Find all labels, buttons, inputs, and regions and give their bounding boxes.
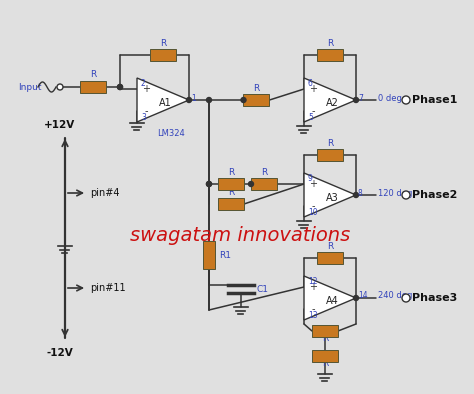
Text: 8: 8: [358, 188, 363, 197]
Circle shape: [402, 294, 410, 302]
Text: -: -: [311, 106, 315, 116]
Text: 3: 3: [141, 113, 146, 122]
Text: Input: Input: [18, 82, 42, 91]
Text: -: -: [144, 106, 148, 116]
Text: A1: A1: [159, 98, 172, 108]
Text: -: -: [311, 304, 315, 314]
Bar: [150, 49, 176, 61]
Text: 240 deg: 240 deg: [378, 292, 412, 301]
Text: pin#11: pin#11: [90, 283, 126, 293]
Text: 1: 1: [191, 93, 196, 102]
Text: 14: 14: [358, 292, 368, 301]
Polygon shape: [304, 173, 356, 217]
Text: R: R: [322, 359, 328, 368]
Text: -12V: -12V: [46, 348, 73, 358]
Text: R: R: [228, 168, 234, 177]
Text: +: +: [309, 179, 317, 189]
Circle shape: [354, 296, 358, 301]
Text: R: R: [261, 168, 267, 177]
Text: A3: A3: [326, 193, 338, 203]
Text: 6: 6: [308, 79, 313, 88]
Text: +12V: +12V: [45, 120, 76, 130]
Text: 9: 9: [308, 174, 313, 183]
Bar: [312, 325, 338, 337]
Text: A4: A4: [326, 296, 338, 306]
Bar: [203, 241, 215, 269]
Circle shape: [207, 97, 211, 102]
Text: R: R: [90, 70, 96, 79]
Text: R: R: [327, 39, 333, 48]
Polygon shape: [304, 276, 356, 320]
Text: 7: 7: [358, 93, 363, 102]
Text: 0 deg: 0 deg: [378, 93, 402, 102]
Text: R: R: [327, 139, 333, 148]
Text: Phase3: Phase3: [412, 293, 457, 303]
Text: R1: R1: [219, 251, 231, 260]
Text: 10: 10: [308, 208, 318, 217]
Polygon shape: [137, 78, 189, 122]
Bar: [312, 350, 338, 362]
Circle shape: [207, 182, 211, 186]
Bar: [244, 94, 270, 106]
Text: R: R: [228, 188, 234, 197]
Text: 12: 12: [308, 277, 318, 286]
Text: A2: A2: [326, 98, 338, 108]
Circle shape: [57, 84, 63, 90]
Text: R: R: [160, 39, 166, 48]
Text: 5: 5: [308, 113, 313, 122]
Text: +: +: [309, 282, 317, 292]
Text: -: -: [311, 201, 315, 211]
Circle shape: [354, 97, 358, 102]
Text: 2: 2: [141, 79, 146, 88]
Text: Phase1: Phase1: [412, 95, 457, 105]
Text: 13: 13: [308, 311, 318, 320]
Circle shape: [118, 84, 122, 89]
Circle shape: [207, 182, 211, 186]
Bar: [218, 198, 244, 210]
Bar: [218, 178, 244, 190]
Text: +: +: [309, 84, 317, 94]
Circle shape: [186, 97, 191, 102]
Circle shape: [241, 97, 246, 102]
Circle shape: [118, 84, 122, 89]
Text: C1: C1: [257, 284, 269, 294]
Circle shape: [402, 96, 410, 104]
Text: +: +: [142, 84, 150, 94]
Polygon shape: [304, 78, 356, 122]
Bar: [251, 178, 277, 190]
Text: 120 deg: 120 deg: [378, 188, 412, 197]
Circle shape: [248, 182, 254, 186]
Text: swagatam innovations: swagatam innovations: [130, 225, 350, 245]
Circle shape: [402, 191, 410, 199]
Bar: [317, 149, 343, 161]
Bar: [317, 49, 343, 61]
Text: pin#4: pin#4: [90, 188, 119, 198]
Circle shape: [354, 193, 358, 197]
Text: R: R: [254, 84, 260, 93]
Bar: [80, 81, 106, 93]
Text: R: R: [322, 334, 328, 343]
Text: LM324: LM324: [157, 129, 185, 138]
Text: R: R: [327, 242, 333, 251]
Text: Phase2: Phase2: [412, 190, 457, 200]
Bar: [317, 252, 343, 264]
